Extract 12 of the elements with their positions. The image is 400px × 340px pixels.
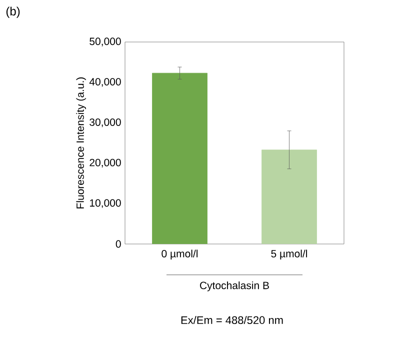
y-tick-label: 40,000 [89, 78, 121, 87]
y-tick-label: 0 [116, 240, 121, 248]
y-tick-label: 50,000 [90, 38, 121, 46]
x-axis-title: Cytochalasin B [200, 281, 269, 292]
y-tick-label: 30,000 [90, 118, 121, 128]
y-axis-title: Fluorescence Intensity (a.u.) [76, 77, 86, 208]
x-tick-label: 0 µmol/l [162, 250, 198, 260]
y-tick-label: 10,000 [90, 199, 121, 208]
text: Ex/Em = 488/520 nm [181, 316, 283, 324]
x-tick-label: 5 µmol/l [271, 250, 308, 260]
y-tick-label: 20,000 [90, 158, 121, 168]
text: (b) [6, 6, 20, 18]
